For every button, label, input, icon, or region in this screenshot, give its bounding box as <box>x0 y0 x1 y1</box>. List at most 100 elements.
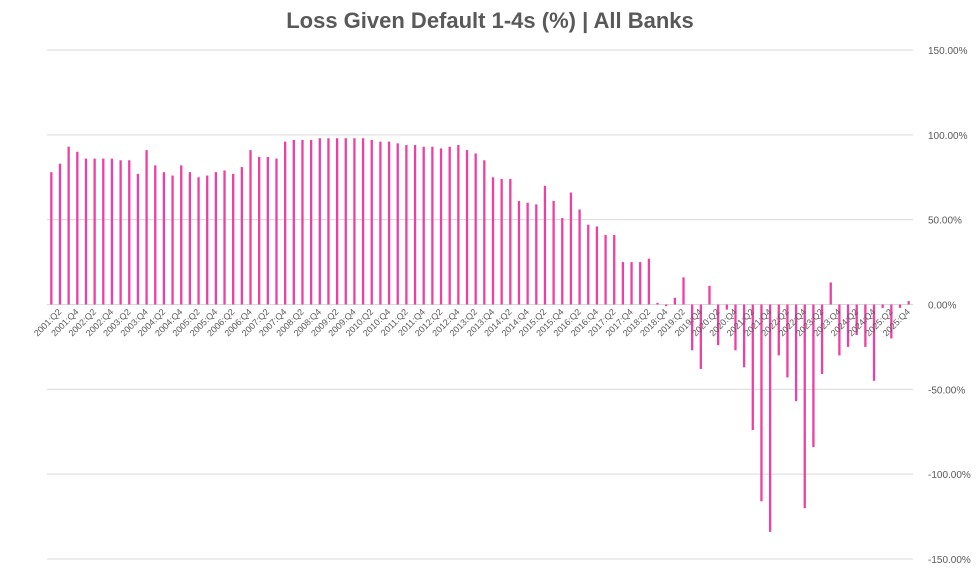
bar <box>58 163 62 305</box>
y-tick-label: -100.00% <box>928 470 971 481</box>
bar <box>50 172 53 305</box>
bar <box>483 160 486 305</box>
bar <box>180 165 183 305</box>
bar <box>656 302 659 305</box>
bar <box>309 139 313 305</box>
bar <box>786 304 789 378</box>
bar <box>898 304 902 308</box>
bar <box>379 141 382 305</box>
bar <box>327 138 330 305</box>
bar <box>838 304 841 356</box>
bar <box>699 304 702 369</box>
bar <box>881 304 884 308</box>
bar <box>751 304 754 431</box>
gridlines <box>47 49 913 560</box>
bar <box>621 262 625 305</box>
bar <box>396 143 399 305</box>
bar <box>708 285 711 305</box>
bar <box>119 160 122 305</box>
bar <box>569 192 573 305</box>
bar <box>102 158 105 305</box>
x-axis-tick-labels: 2001:Q22001:Q42002:Q22002:Q42003:Q22003:… <box>32 307 912 338</box>
bar <box>647 258 651 305</box>
bar <box>535 204 538 305</box>
bar <box>760 304 763 502</box>
bar <box>292 139 295 305</box>
y-tick-label: -50.00% <box>928 385 965 396</box>
bar <box>613 234 616 305</box>
bar <box>240 167 243 305</box>
bar <box>682 277 685 305</box>
bar <box>154 165 157 305</box>
bar <box>465 150 469 305</box>
bar <box>526 202 529 305</box>
bar <box>197 177 200 305</box>
bar <box>206 175 209 305</box>
bar <box>846 304 850 347</box>
bar <box>266 156 269 305</box>
bar <box>84 158 88 305</box>
bar <box>777 304 780 356</box>
bar <box>639 262 642 305</box>
bar <box>587 224 590 305</box>
bar <box>500 178 503 305</box>
bar <box>76 151 79 305</box>
bar <box>734 304 737 351</box>
bar <box>405 145 408 305</box>
bar <box>301 139 304 305</box>
bar <box>162 172 166 305</box>
bar <box>474 153 477 305</box>
bar <box>907 301 910 305</box>
bar <box>578 209 581 305</box>
bar <box>561 217 564 305</box>
bar <box>829 282 832 305</box>
y-tick-label: 50.00% <box>928 216 962 227</box>
bar <box>794 304 798 402</box>
bar <box>413 145 417 305</box>
y-axis-tick-labels: 150.00% 100.00% 50.00% 0.00% -50.00% -100.00%… <box>928 46 971 566</box>
bar <box>673 297 676 305</box>
bar <box>595 226 599 305</box>
bar <box>431 146 434 305</box>
bar <box>457 145 460 305</box>
bar <box>742 304 746 368</box>
bar <box>509 178 512 305</box>
bar <box>370 139 373 305</box>
bar <box>387 141 391 305</box>
bar <box>128 160 131 305</box>
y-tick-label: 0.00% <box>928 301 956 312</box>
bar <box>93 158 96 305</box>
bar <box>214 172 218 305</box>
bar <box>258 156 261 305</box>
bar <box>223 170 226 305</box>
bar <box>249 150 252 305</box>
bar <box>353 138 356 305</box>
bar <box>768 304 772 532</box>
bar <box>604 234 607 305</box>
bar <box>552 201 555 305</box>
bar <box>517 201 521 305</box>
bar <box>335 138 339 305</box>
bar <box>110 158 114 305</box>
bar <box>812 304 815 448</box>
bar <box>344 138 347 305</box>
bar <box>171 175 174 305</box>
bar <box>665 304 668 307</box>
bar <box>890 304 893 339</box>
bar <box>284 141 287 305</box>
bar <box>855 304 858 336</box>
bar <box>361 138 365 305</box>
bar <box>691 304 694 351</box>
bar <box>318 138 321 305</box>
y-tick-label: 100.00% <box>928 131 968 142</box>
y-tick-label: -150.00% <box>928 555 971 566</box>
bar <box>630 262 633 305</box>
bar <box>872 304 876 381</box>
bar <box>188 172 192 305</box>
bar <box>232 173 235 305</box>
bar <box>717 304 720 346</box>
bar <box>145 150 148 305</box>
bar <box>820 304 824 375</box>
bar <box>543 185 547 305</box>
